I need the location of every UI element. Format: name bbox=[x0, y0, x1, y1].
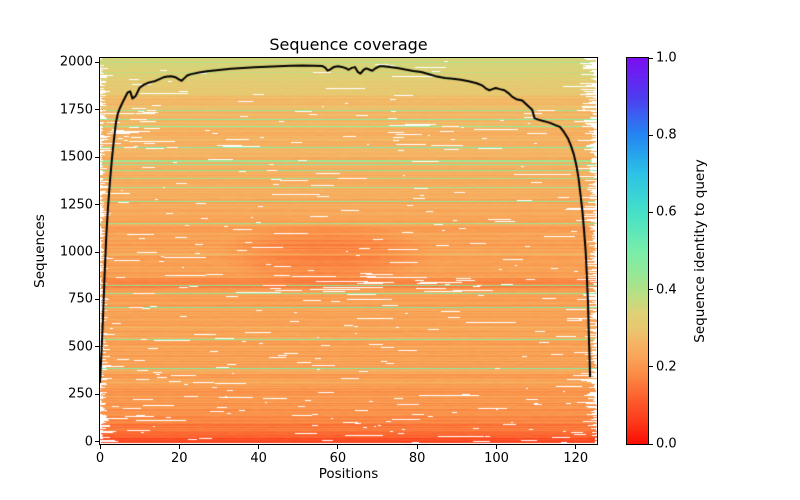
y-tick-500-label: 500 bbox=[68, 339, 93, 355]
x-tick-80-label: 80 bbox=[408, 451, 426, 466]
y-tick-1500-mark bbox=[95, 156, 99, 158]
x-tick-40-label: 40 bbox=[250, 451, 267, 466]
colorbar-tick-0.6-mark bbox=[649, 211, 653, 213]
y-tick-250-label: 250 bbox=[68, 386, 93, 402]
y-tick-1000-mark bbox=[95, 251, 99, 253]
y-axis-label: Sequences bbox=[32, 214, 48, 288]
colorbar bbox=[626, 57, 649, 445]
plot-area bbox=[99, 57, 598, 445]
colorbar-tick-0.6-label: 0.6 bbox=[656, 204, 677, 220]
x-tick-0-mark bbox=[99, 445, 101, 449]
colorbar-tick-0.2-label: 0.2 bbox=[656, 359, 677, 375]
x-tick-40-mark bbox=[258, 445, 260, 449]
x-tick-120-label: 120 bbox=[563, 451, 589, 466]
colorbar-tick-0.4-mark bbox=[649, 289, 653, 291]
y-tick-1500-label: 1500 bbox=[59, 149, 93, 165]
y-tick-500-mark bbox=[95, 346, 99, 348]
colorbar-tick-0.4-label: 0.4 bbox=[656, 282, 677, 298]
x-tick-20-mark bbox=[178, 445, 180, 449]
colorbar-tick-0.0-mark bbox=[649, 443, 653, 445]
x-tick-100-label: 100 bbox=[484, 451, 509, 466]
colorbar-gradient bbox=[627, 58, 648, 444]
y-tick-1750-label: 1750 bbox=[59, 102, 93, 118]
y-tick-0-mark bbox=[95, 441, 99, 443]
x-tick-120-mark bbox=[575, 445, 577, 449]
y-tick-750-label: 750 bbox=[68, 291, 93, 307]
y-tick-250-mark bbox=[95, 393, 99, 395]
colorbar-tick-0.8-mark bbox=[649, 134, 653, 136]
x-tick-20-label: 20 bbox=[171, 451, 188, 466]
y-tick-750-mark bbox=[95, 298, 99, 300]
colorbar-tick-1.0-mark bbox=[649, 57, 653, 59]
y-tick-1000-label: 1000 bbox=[59, 244, 93, 260]
y-tick-2000-label: 2000 bbox=[59, 54, 93, 70]
x-tick-0-label: 0 bbox=[95, 451, 105, 466]
colorbar-tick-0.8-label: 0.8 bbox=[656, 127, 677, 143]
colorbar-label: Sequence identity to query bbox=[692, 159, 708, 343]
x-tick-100-mark bbox=[495, 445, 497, 449]
colorbar-tick-0.0-label: 0.0 bbox=[656, 436, 677, 452]
chart-title: Sequence coverage bbox=[269, 35, 428, 54]
y-tick-0-label: 0 bbox=[84, 434, 93, 450]
y-tick-2000-mark bbox=[95, 61, 99, 63]
x-axis-label: Positions bbox=[318, 466, 379, 482]
x-tick-80-mark bbox=[416, 445, 418, 449]
y-tick-1750-mark bbox=[95, 109, 99, 111]
y-tick-1250-mark bbox=[95, 204, 99, 206]
y-tick-1250-label: 1250 bbox=[59, 197, 93, 213]
x-tick-60-mark bbox=[337, 445, 339, 449]
colorbar-tick-1.0-label: 1.0 bbox=[656, 50, 677, 66]
msa-heatmap-canvas bbox=[100, 58, 597, 444]
colorbar-tick-0.2-mark bbox=[649, 366, 653, 368]
x-tick-60-label: 60 bbox=[329, 451, 347, 466]
